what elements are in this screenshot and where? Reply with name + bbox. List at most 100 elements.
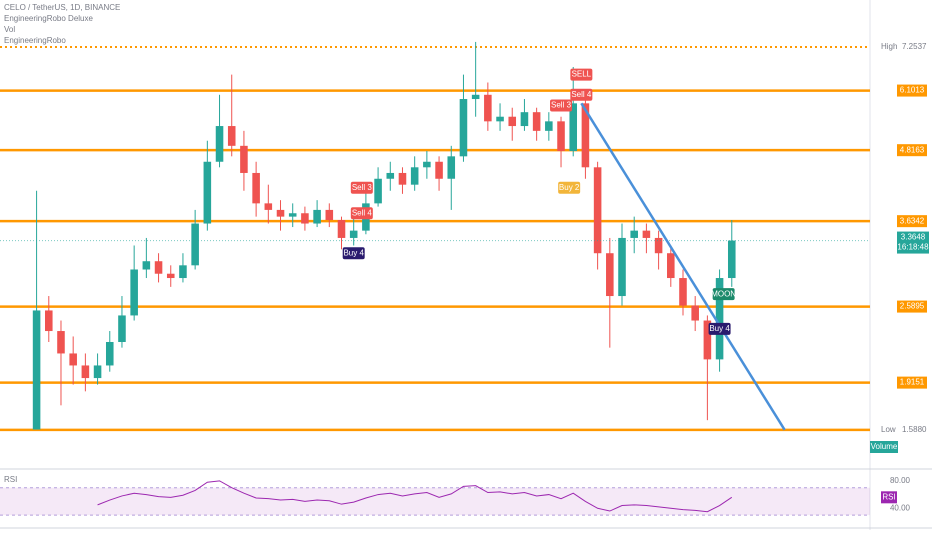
signal-box (570, 68, 593, 81)
indicator-name: Vol (4, 25, 15, 34)
signal-label: Sell 4 (352, 208, 373, 217)
level-label: 1.5880 (902, 425, 927, 434)
signal-label: MOON (711, 289, 736, 298)
candle-body (215, 126, 224, 162)
candle-body (398, 172, 407, 185)
candle-body (288, 213, 297, 217)
current-price-label: 3.3648 (901, 233, 926, 242)
level-label: 1.9151 (900, 378, 925, 387)
rsi-tick-label: 80.00 (890, 476, 911, 485)
candle-body (532, 112, 541, 131)
candle-body (32, 310, 41, 430)
rsi-name: RSI (4, 475, 17, 484)
high-label: 7.2537 (902, 42, 927, 51)
candle-body (386, 172, 395, 179)
candle-body (618, 237, 626, 297)
candle-body (435, 161, 443, 179)
rsi-tag-label: RSI (882, 492, 895, 501)
candle-body (105, 341, 114, 366)
candle-body (459, 99, 468, 157)
candle-body (276, 209, 285, 217)
candle-body (227, 126, 236, 146)
candle-body (179, 265, 187, 279)
signal-label: Sell 3 (352, 183, 373, 192)
high-name: High (881, 42, 897, 51)
indicator-name: EngineeringRobo Deluxe (4, 14, 94, 23)
candle-body (240, 145, 248, 173)
candle-body (703, 320, 712, 360)
candle-body (545, 121, 553, 131)
signal-box (550, 99, 573, 112)
candle-body (374, 178, 382, 204)
signal-label: Sell 4 (571, 90, 592, 99)
candle-body (69, 353, 77, 366)
candle-body (313, 209, 321, 224)
volume-legend: Volume (871, 442, 898, 451)
candle-body (557, 121, 565, 152)
candle-body (130, 269, 138, 316)
level-label: 6.1013 (900, 86, 925, 95)
signal-box (350, 181, 373, 194)
level-label: 2.5895 (900, 302, 925, 311)
candle-body (410, 167, 419, 185)
candle-body (727, 240, 736, 279)
signal-box (350, 207, 373, 220)
candle-body (118, 315, 126, 342)
signal-box (712, 288, 735, 301)
candle-body (654, 237, 663, 254)
candle-body (496, 116, 504, 122)
candle-body (301, 213, 309, 224)
level-label: 3.6342 (900, 216, 925, 225)
level-tag (897, 376, 927, 389)
candle-body (606, 253, 614, 297)
level-tag (897, 144, 927, 157)
level-tag (897, 215, 927, 228)
rsi-tag (881, 491, 897, 504)
candle-body (252, 172, 260, 204)
candle-body (679, 278, 687, 306)
countdown-label: 16:18:48 (897, 243, 929, 252)
rsi-band (0, 487, 870, 516)
candle-body (508, 116, 517, 127)
candle-body (642, 230, 651, 238)
candle-body (593, 167, 602, 254)
signal-box (708, 322, 731, 335)
candle-body (325, 209, 334, 221)
level-tag (897, 300, 927, 313)
current-price-tag (897, 231, 929, 254)
rsi-line (97, 480, 733, 513)
signal-label: Sell 3 (551, 101, 572, 110)
candle-body (691, 305, 699, 321)
level-tag (897, 84, 927, 97)
signal-label: Buy 4 (343, 248, 364, 257)
candle-body (45, 310, 53, 332)
candle-body (349, 230, 358, 238)
signal-label: Buy 4 (709, 324, 730, 333)
candle-body (520, 112, 529, 127)
candle-body (142, 261, 151, 270)
candle-body (447, 156, 456, 179)
signal-box (342, 247, 365, 260)
candle-body (715, 278, 724, 360)
candle-body (581, 103, 590, 168)
level-name: Low (881, 425, 896, 434)
chart-title: CELO / TetherUS, 1D, BINANCE (4, 3, 120, 12)
signal-label: SELL (572, 70, 592, 79)
signal-box (558, 181, 581, 194)
candle-body (423, 161, 431, 168)
volume-legend-box (870, 441, 898, 453)
candle-body (337, 220, 346, 238)
signal-label: Buy 2 (559, 183, 580, 192)
candle-body (264, 203, 273, 210)
candle-body (154, 261, 163, 274)
candle-body (81, 365, 90, 379)
candle-body (484, 94, 492, 122)
candle-body (93, 365, 102, 379)
level-label: 4.8163 (900, 145, 925, 154)
candle-body (471, 94, 480, 100)
candle-body (166, 273, 175, 279)
candle-body (630, 230, 638, 238)
candle-body (569, 103, 578, 152)
